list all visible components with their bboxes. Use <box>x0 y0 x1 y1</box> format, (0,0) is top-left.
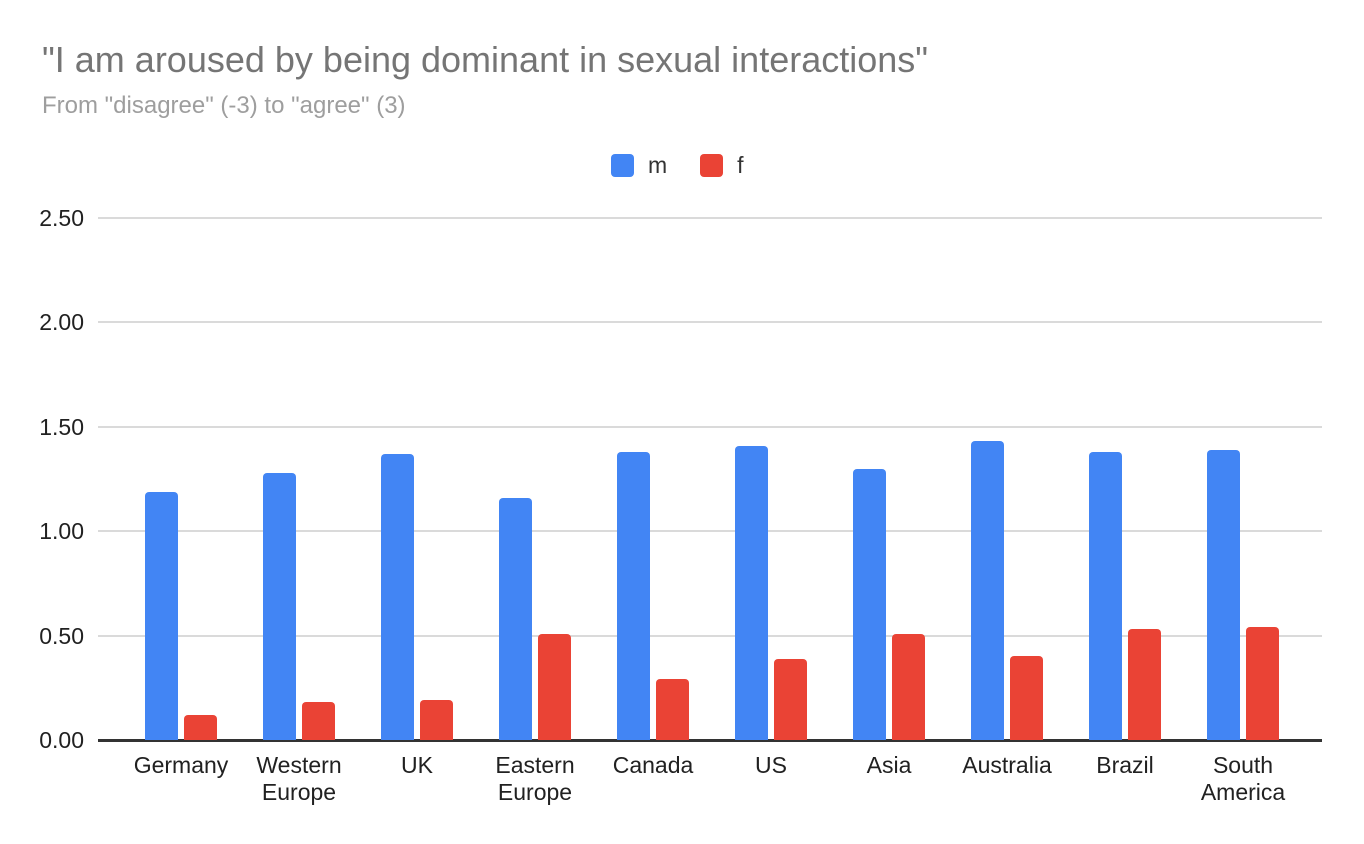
bar-m-western-europe[interactable] <box>263 473 296 740</box>
xtick-label-brazil: Brazil <box>1096 752 1154 778</box>
legend-label-f: f <box>737 152 744 178</box>
gridline-0.50 <box>98 634 1322 637</box>
chart-subtitle: From "disagree" (-3) to "agree" (3) <box>42 92 406 119</box>
gridline-1.50 <box>98 425 1322 428</box>
xtick-label-uk: UK <box>401 752 433 778</box>
bar-m-germany[interactable] <box>145 492 178 740</box>
bar-m-canada[interactable] <box>617 452 650 740</box>
bar-f-south-america[interactable] <box>1246 627 1279 740</box>
bar-m-australia[interactable] <box>971 441 1004 740</box>
xtick-label-south-america: South America <box>1200 752 1286 805</box>
bar-m-south-america[interactable] <box>1207 450 1240 740</box>
xtick-label-us: US <box>755 752 787 778</box>
xtick-label-eastern-europe: Eastern Europe <box>495 752 575 805</box>
bar-f-brazil[interactable] <box>1128 629 1161 740</box>
xtick-label-australia: Australia <box>962 752 1052 778</box>
legend-swatch-f <box>700 154 724 177</box>
bar-f-eastern-europe[interactable] <box>538 634 571 740</box>
ytick-label-2.00: 2.00 <box>39 309 84 336</box>
gridline-1.00 <box>98 530 1322 533</box>
bar-m-eastern-europe[interactable] <box>499 498 532 740</box>
xtick-label-asia: Asia <box>866 752 912 778</box>
x-axis-baseline <box>98 739 1322 742</box>
bar-m-brazil[interactable] <box>1089 452 1122 740</box>
gridline-2.50 <box>98 217 1322 219</box>
xtick-label-western-europe: Western Europe <box>256 752 342 805</box>
bar-m-us[interactable] <box>735 446 768 740</box>
gridline-2.00 <box>98 321 1322 324</box>
bar-f-us[interactable] <box>774 659 807 740</box>
legend-item-f[interactable]: f <box>700 152 744 179</box>
ytick-label-1.50: 1.50 <box>39 413 84 440</box>
bar-f-canada[interactable] <box>656 679 689 740</box>
bar-m-uk[interactable] <box>381 454 414 740</box>
legend-item-m[interactable]: m <box>611 152 667 179</box>
bar-f-uk[interactable] <box>420 700 453 740</box>
bar-f-australia[interactable] <box>1010 656 1043 740</box>
legend-label-m: m <box>648 152 668 178</box>
ytick-label-0.50: 0.50 <box>39 622 84 649</box>
bar-m-asia[interactable] <box>853 469 886 740</box>
legend-swatch-m <box>611 154 634 177</box>
ytick-label-0.00: 0.00 <box>39 727 84 753</box>
bar-f-germany[interactable] <box>184 715 217 740</box>
bar-f-asia[interactable] <box>892 634 925 740</box>
ytick-label-1.00: 1.00 <box>39 518 84 545</box>
xtick-label-germany: Germany <box>133 752 229 778</box>
chart-title: "I am aroused by being dominant in sexua… <box>42 39 929 80</box>
bar-f-western-europe[interactable] <box>302 702 335 740</box>
ytick-label-2.50: 2.50 <box>39 205 84 231</box>
xtick-label-canada: Canada <box>612 752 694 778</box>
